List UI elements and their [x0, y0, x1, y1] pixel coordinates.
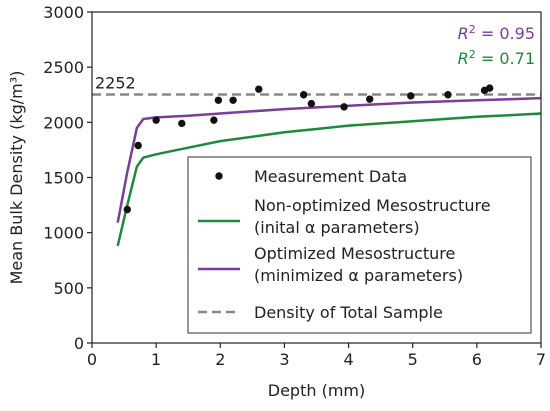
data-point — [485, 84, 494, 92]
data-point — [299, 91, 308, 99]
y-tick-label: 500 — [53, 279, 84, 298]
data-point — [123, 205, 131, 214]
data-point — [214, 96, 223, 104]
y-tick-label: 0 — [74, 334, 84, 353]
x-tick-label: 4 — [343, 350, 353, 369]
legend-label-total-sample: Density of Total Sample — [254, 303, 443, 322]
y-tick-label: 1500 — [43, 169, 84, 188]
legend-box — [187, 156, 532, 334]
y-tick-label: 2000 — [43, 113, 84, 132]
series-line-optimized — [116, 96, 542, 223]
y-axis-label: Mean Bulk Density (kg/m³) — [7, 71, 26, 285]
data-point — [178, 119, 186, 128]
x-tick-label: 5 — [408, 350, 418, 369]
data-point — [407, 92, 415, 100]
legend-sublabel-optimized: (minimized α parameters) — [254, 266, 463, 285]
x-tick-label: 1 — [151, 350, 161, 369]
data-point — [210, 116, 218, 124]
legend-marker-measurement — [215, 172, 223, 180]
data-point — [134, 141, 142, 150]
series-line-non-optimized — [116, 112, 542, 247]
data-point — [229, 96, 237, 104]
legend-sublabel-non-optimized: (inital α parameters) — [254, 218, 420, 237]
x-axis-label: Depth (mm) — [268, 381, 365, 400]
x-tick-label: 7 — [536, 350, 546, 369]
r2-optimized-label: R2 = 0.95 — [458, 23, 535, 44]
data-point — [340, 103, 348, 111]
x-tick-label: 6 — [472, 350, 482, 369]
x-tick-label: 0 — [87, 350, 97, 369]
y-tick-label: 1000 — [43, 224, 84, 243]
x-tick-label: 2 — [215, 350, 225, 369]
data-point — [152, 116, 160, 124]
y-tick-label: 2500 — [43, 58, 84, 77]
data-point — [444, 91, 452, 99]
data-point — [307, 99, 316, 108]
legend-label-measurement: Measurement Data — [254, 167, 407, 186]
r2-nonoptimized-label: R2 = 0.71 — [458, 48, 535, 69]
data-point — [255, 85, 263, 93]
data-point — [366, 95, 374, 103]
legend-label-non-optimized: Non-optimized Mesostructure — [254, 196, 491, 215]
reference-value-label: 2252 — [95, 74, 136, 93]
legend-label-optimized: Optimized Mesostructure — [254, 244, 455, 263]
x-tick-label: 3 — [279, 350, 289, 369]
y-tick-label: 3000 — [43, 3, 84, 22]
